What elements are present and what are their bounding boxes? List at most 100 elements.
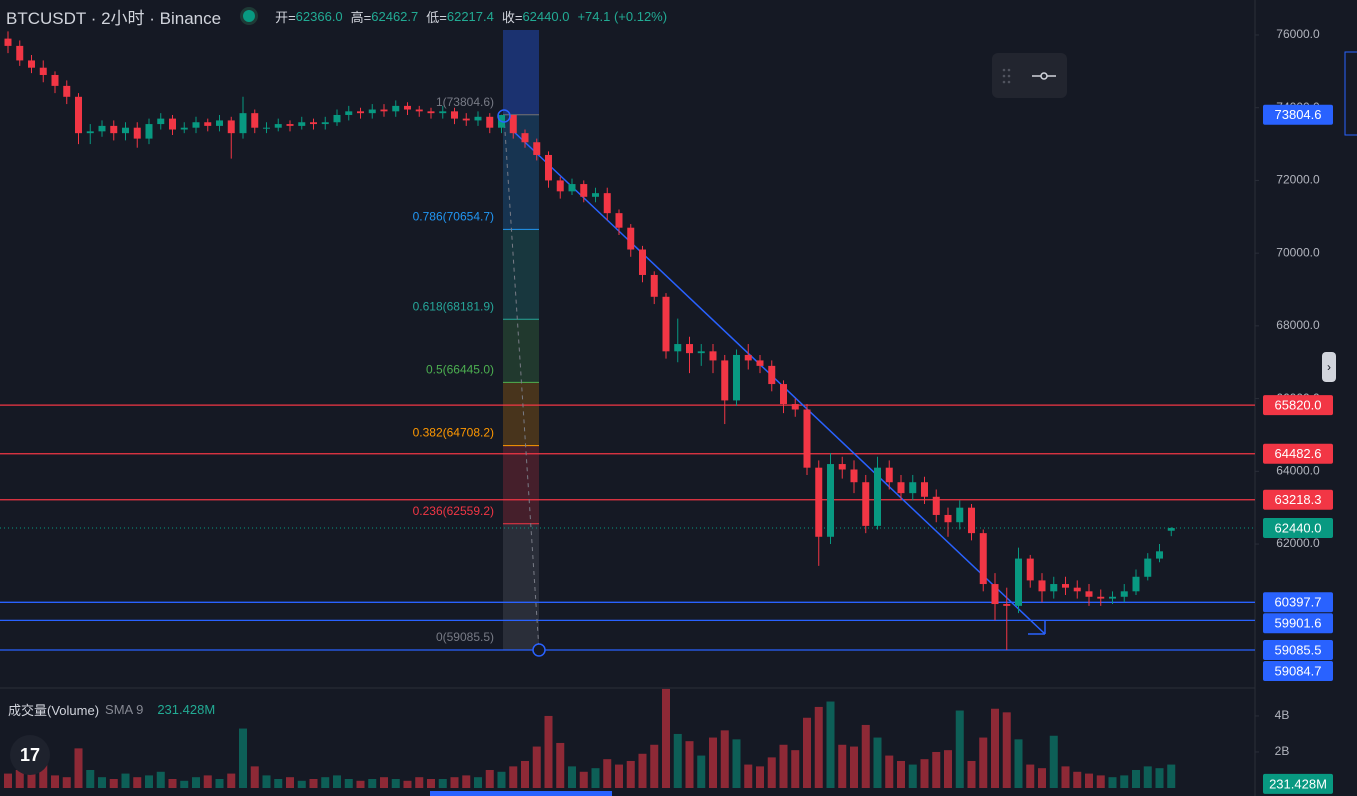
price-tag [1263,395,1333,416]
candle-body [1132,576,1140,592]
candle-body [192,122,200,128]
candle-body [838,464,846,470]
candle-body [368,109,376,114]
candle-body [592,193,599,197]
y-tick-label: 70000.0 [1276,245,1320,259]
candle-body [474,116,482,121]
volume-bar [720,730,729,788]
trend-line [511,129,1046,635]
volume-bar [1014,739,1023,788]
sma-tag-label: 231.428M [1269,776,1327,791]
volume-bar [180,780,189,788]
volume-bar [685,741,694,788]
ohlc-value: 62366.0 [295,8,343,24]
candle-body [286,124,294,126]
candle-body [380,109,388,112]
candle-body [944,514,952,523]
volume-bar [1108,777,1117,788]
candle-body [932,496,940,515]
candle-body [180,127,188,130]
volume-bar [333,775,341,788]
candle-body [533,142,541,155]
candle-body [921,482,928,497]
volume-bar [826,701,835,788]
candle-body [404,105,411,110]
ohlc-key: 低= [426,9,447,25]
ohlc-value: 62440.0 [522,8,570,24]
volume-bar [579,771,588,788]
candle-body [274,124,282,128]
volume-bar [626,760,635,788]
volume-bar [779,744,788,788]
candle-body [169,118,176,130]
candle-body [897,482,905,494]
candle-body [204,122,212,126]
candle-body [1015,558,1022,606]
candle-body [756,360,764,366]
volume-bar [145,775,153,788]
candle-body [721,360,729,401]
symbol-title: BTCUSDT · 2小时 · Binance [6,8,222,28]
candle-body [1167,528,1175,531]
volume-bar [979,737,988,788]
volume-bar [309,778,318,788]
candle-body [1109,596,1116,599]
volume-bar [908,764,917,788]
volume-bar [744,764,753,788]
fib-band [503,523,539,651]
volume-bar [1038,768,1046,788]
ohlc-value: 62462.7 [371,8,419,24]
volume-bar [403,780,412,788]
price-tag [1263,592,1333,613]
floating-toolbar[interactable] [992,53,1067,98]
y-tick-label: 76000.0 [1276,27,1320,41]
candle-body [686,344,693,354]
volume-bar [51,775,59,788]
candle-body [157,118,165,125]
tv-logo[interactable]: 17 [10,735,50,775]
fib-label: 0.382(64708.2) [413,426,494,440]
candle-body [427,111,435,114]
candle-body [98,125,106,132]
price-tag [1263,661,1333,682]
candle-body [39,67,47,75]
volume-bar [603,759,612,788]
y-tick-label: 62000.0 [1276,536,1320,550]
price-tag-label: 60397.7 [1275,595,1322,610]
volume-bar [944,750,952,788]
volume-bar [509,766,518,788]
candle-body [462,118,470,121]
candle-body [662,296,670,352]
volume-bar [74,748,83,788]
candle-body [639,249,646,275]
volume-bar [192,777,200,788]
volume-bar [873,737,882,788]
candle-body [627,227,635,250]
candle-body [874,467,881,526]
selection-highlight [503,30,539,114]
candle-body [333,114,341,123]
volume-bar [556,742,565,788]
line-tool-knob [1040,72,1048,80]
candle-body [1003,604,1011,606]
candle-body [122,127,129,134]
fib-label: 0.236(62559.2) [413,504,494,518]
volume-bar [4,773,12,788]
candle-body [1120,591,1128,597]
volume-bar [532,746,541,788]
candle-body [615,213,623,228]
candle-body [545,154,552,181]
volume-bar [650,744,659,788]
volume-bar [932,751,941,788]
drag-handle [1002,68,1011,84]
candle-body [310,122,317,125]
fib-anchor [532,643,546,657]
volume-bar [391,778,400,788]
scroll-button[interactable] [1322,352,1336,382]
candle-body [86,131,94,134]
volume-bar [356,780,365,788]
volume-bar [521,760,529,788]
fib-label: 0.618(68181.9) [413,299,494,313]
candle-body [28,60,35,68]
candle-body [568,184,576,192]
